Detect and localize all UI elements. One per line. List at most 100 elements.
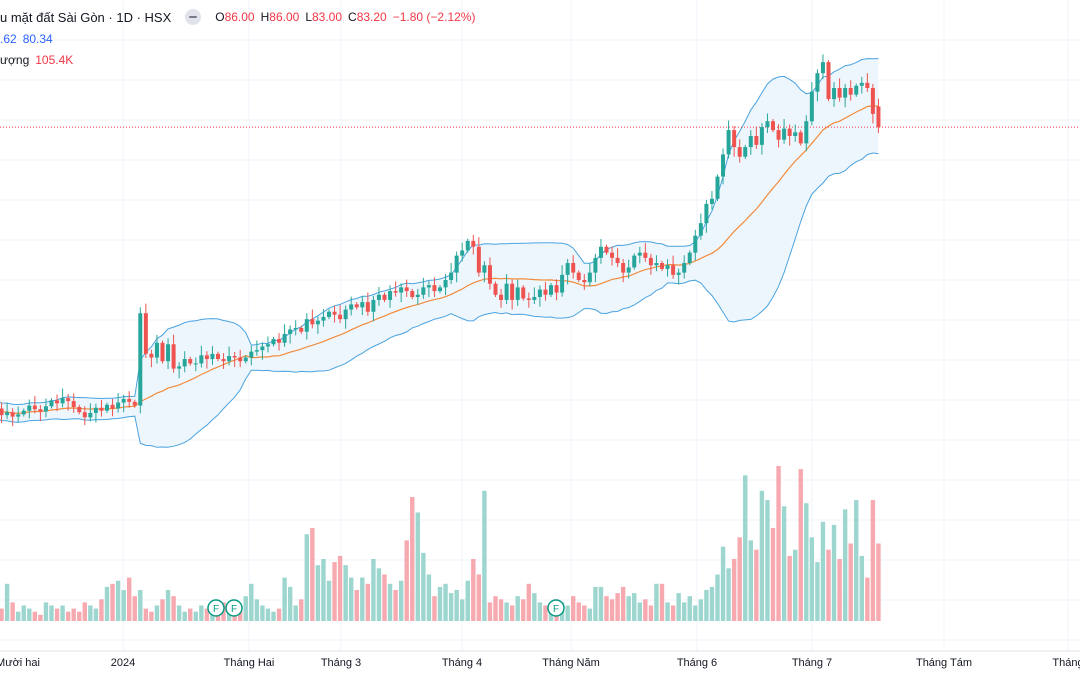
candle-down	[848, 80, 853, 101]
candle-up	[438, 285, 442, 294]
volume-bar	[282, 577, 287, 621]
volume-bar	[415, 512, 420, 621]
candle-up	[743, 144, 748, 159]
volume-bar	[127, 577, 132, 621]
volume-bar	[27, 608, 32, 621]
volume-bar	[354, 590, 359, 621]
candle-down	[582, 274, 587, 290]
candle-up	[748, 130, 753, 155]
x-tick-label: Tháng Năm	[542, 657, 600, 669]
candle-down	[299, 325, 304, 334]
candle-up	[565, 258, 570, 285]
volume-bar	[410, 497, 415, 621]
eye-toggle-icon[interactable]	[185, 9, 202, 25]
volume-bar	[876, 543, 881, 621]
volume-bar	[193, 611, 198, 621]
event-marker-icon: F	[225, 599, 243, 617]
candle-up	[271, 336, 276, 347]
candle-up	[560, 265, 565, 297]
volume-bar	[781, 506, 787, 621]
volume-bar	[632, 593, 637, 621]
candle-up	[665, 259, 670, 277]
volume-bar	[454, 590, 459, 621]
candle-up	[116, 392, 121, 413]
candle-down	[10, 408, 15, 427]
volume-bar	[754, 549, 759, 621]
volume-bar	[143, 608, 149, 621]
candle-down	[571, 255, 576, 279]
candle-down	[188, 356, 193, 366]
x-tick-label: Tháng 4	[441, 657, 483, 669]
candle-down	[332, 305, 337, 323]
candle-up	[549, 282, 553, 297]
candle-down	[671, 255, 676, 279]
volume-bar	[393, 590, 398, 621]
candle-down	[510, 279, 515, 310]
volume-bar	[598, 586, 604, 621]
volume-bar	[848, 543, 853, 621]
candle-up	[327, 309, 331, 320]
x-tick-label: 2024	[110, 657, 136, 669]
volume-bar	[593, 586, 598, 621]
candle-up	[376, 287, 381, 306]
candle-down	[521, 285, 526, 301]
candle-up	[254, 340, 259, 356]
candle-down	[615, 248, 620, 268]
candle-up	[482, 261, 487, 283]
volume-bar	[770, 528, 776, 621]
volume-bar	[759, 490, 765, 621]
bollinger-band-fill	[0, 58, 879, 448]
candle-down	[865, 73, 870, 93]
volume-bar	[243, 596, 248, 621]
volume-bar	[487, 602, 493, 621]
candle-down	[493, 281, 498, 297]
volume-bar	[365, 583, 371, 621]
candle-up	[726, 120, 731, 159]
volume-bar	[532, 593, 537, 621]
volume-bars	[0, 466, 881, 621]
candle-down	[338, 305, 343, 324]
candle-down	[543, 281, 548, 301]
candle-up	[343, 305, 348, 329]
candle-up	[598, 239, 603, 264]
volume-bar	[809, 537, 815, 621]
candle-up	[465, 238, 470, 253]
volume-bar	[626, 596, 631, 621]
candle-up	[415, 288, 420, 305]
event-marker-icon: F	[547, 599, 565, 617]
candle-down	[410, 288, 415, 300]
volume-bar	[271, 611, 276, 621]
x-tick-label: Tháng 3	[320, 657, 362, 669]
volume-bar	[337, 555, 343, 621]
volume-bar	[731, 559, 737, 621]
volume-bar	[693, 605, 698, 621]
candle-down	[432, 277, 437, 297]
volume-bar	[432, 596, 437, 621]
candle-down	[771, 119, 775, 133]
volume-bar	[582, 605, 587, 621]
candle-down	[82, 406, 87, 426]
candle-down	[643, 243, 648, 262]
volume-bar	[443, 583, 448, 621]
volume-bar	[676, 593, 681, 621]
volume-bar	[426, 574, 432, 621]
volume-bar	[654, 583, 659, 621]
candle-up	[815, 69, 820, 102]
candle-up	[93, 403, 98, 423]
candle-down	[221, 353, 226, 369]
candle-down	[604, 244, 609, 255]
volume-bar	[448, 593, 454, 621]
candle-down	[277, 333, 282, 351]
volume-bar	[815, 562, 820, 621]
volume-bar	[21, 605, 26, 621]
volume-bar	[326, 580, 332, 621]
volume-bar	[576, 602, 581, 621]
candle-down	[798, 130, 803, 146]
volume-bar	[154, 605, 160, 621]
candle-up	[315, 316, 320, 334]
volume-bar	[831, 524, 837, 621]
x-axis[interactable]: Mười hai 2024 Tháng Hai Tháng 3 Tháng 4 …	[0, 650, 1080, 675]
volume-bar	[798, 469, 803, 621]
